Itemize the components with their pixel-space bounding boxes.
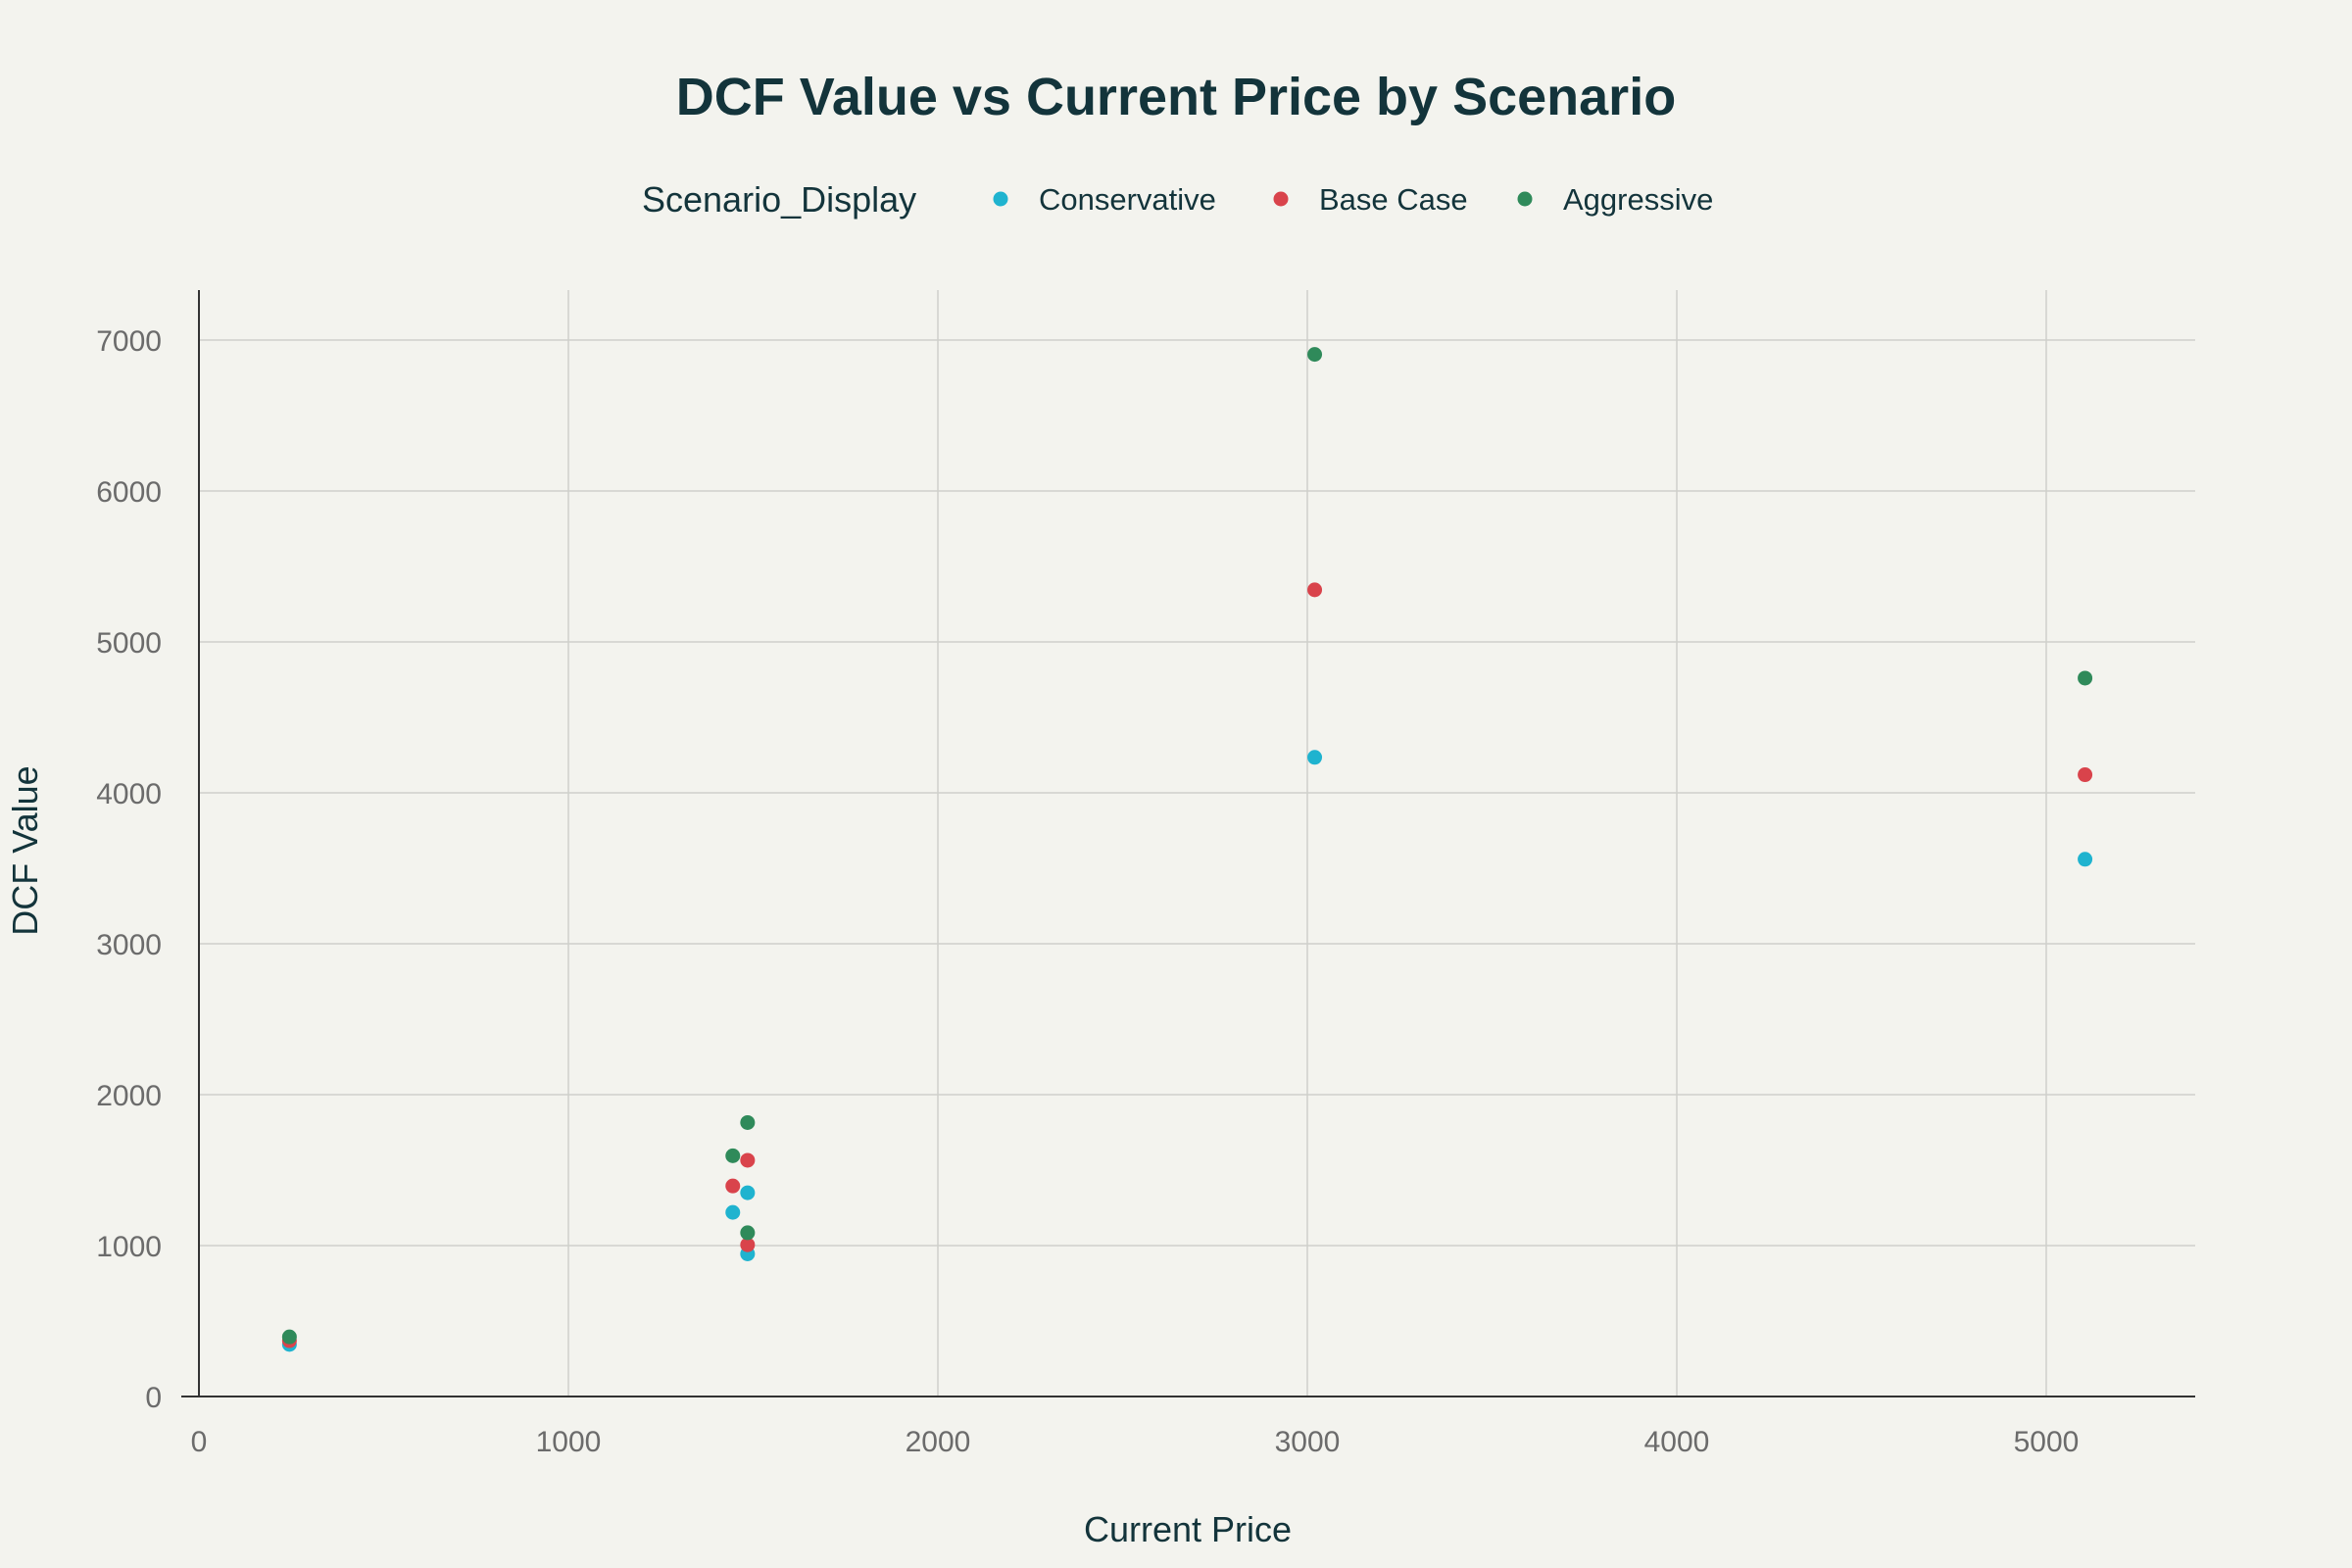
x-tick-label: 3000 [1275, 1426, 1341, 1458]
data-point-conservative[interactable] [2078, 852, 2093, 867]
data-point-base-case[interactable] [1307, 582, 1323, 598]
data-point-conservative[interactable] [740, 1185, 756, 1200]
data-point-aggressive[interactable] [740, 1225, 756, 1241]
x-tick-label: 2000 [906, 1426, 971, 1458]
x-tick-label: 5000 [2014, 1426, 2080, 1458]
data-point-aggressive[interactable] [2078, 670, 2093, 686]
data-point-base-case[interactable] [725, 1178, 741, 1194]
legend-marker-base-case [1273, 191, 1289, 207]
legend-label[interactable]: Aggressive [1563, 182, 1713, 217]
gridlines [199, 290, 2195, 1396]
data-point-base-case[interactable] [740, 1152, 756, 1168]
y-tick-label: 4000 [96, 778, 162, 810]
legend-label[interactable]: Conservative [1039, 182, 1216, 217]
x-tick-label: 4000 [1644, 1426, 1710, 1458]
legend-label[interactable]: Base Case [1319, 182, 1468, 217]
y-tick-label: 1000 [96, 1231, 162, 1263]
y-tick-label: 5000 [96, 627, 162, 660]
legend-marker-conservative [993, 191, 1008, 207]
data-point-conservative[interactable] [1307, 750, 1323, 765]
data-point-aggressive[interactable] [281, 1329, 297, 1345]
tick-labels: 0 1000 2000 3000 4000 5000 0 1000 2000 3000 4000 50… [96, 325, 2079, 1458]
chart-title: DCF Value vs Current Price by Scenario [676, 68, 1676, 126]
data-point-base-case[interactable] [2078, 767, 2093, 783]
data-point-base-case[interactable] [740, 1237, 756, 1252]
y-tick-label: 7000 [96, 325, 162, 358]
legend: Scenario_Display Conservative Base Case Ag… [642, 179, 1713, 220]
data-point-aggressive[interactable] [1307, 347, 1323, 363]
y-axis-label: DCF Value [5, 765, 45, 935]
data-point-aggressive[interactable] [740, 1114, 756, 1130]
y-tick-label: 2000 [96, 1080, 162, 1112]
x-tick-label: 1000 [536, 1426, 602, 1458]
y-tick-label: 6000 [96, 476, 162, 509]
y-tick-label: 0 [145, 1382, 162, 1414]
data-point-aggressive[interactable] [725, 1148, 741, 1163]
data-points [281, 347, 2093, 1352]
x-tick-label: 0 [191, 1426, 208, 1458]
legend-title: Scenario_Display [642, 179, 916, 220]
x-axis-label: Current Price [1084, 1509, 1292, 1549]
legend-marker-aggressive [1517, 191, 1533, 207]
data-point-conservative[interactable] [725, 1204, 741, 1220]
axes [181, 290, 2195, 1397]
y-tick-label: 3000 [96, 929, 162, 961]
